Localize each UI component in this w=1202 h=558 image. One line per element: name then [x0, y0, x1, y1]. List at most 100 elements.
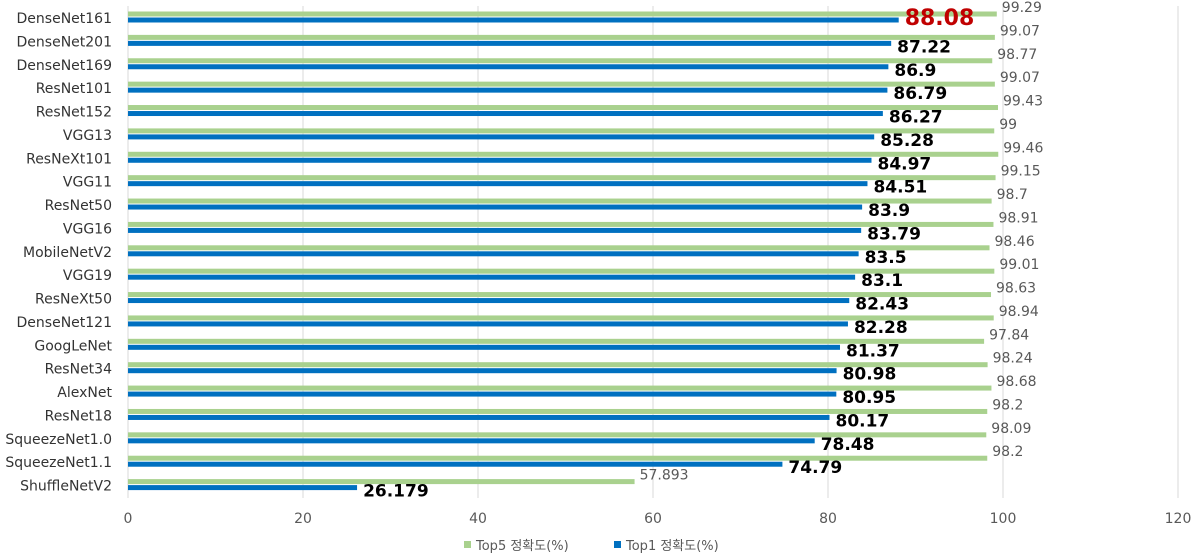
bar-top1 [128, 415, 829, 420]
data-label-top5: 99.01 [999, 257, 1039, 273]
data-labels: 99.29 88.08 99.07 87.22 98.77 86.9 99.07 86.79 9… [363, 0, 1043, 502]
category-label: DenseNet169 [17, 58, 112, 74]
bar-top5 [128, 456, 987, 461]
bar-top5 [128, 128, 994, 133]
data-label-top1: 85.28 [880, 131, 934, 151]
data-label-top1: 82.28 [854, 318, 908, 338]
bar-top1 [128, 392, 836, 397]
data-label-top1: 83.79 [867, 224, 921, 244]
data-label-top5: 98.2 [992, 444, 1023, 460]
data-label-top5: 99.29 [1002, 0, 1042, 16]
data-label-top1: 88.08 [905, 6, 975, 31]
bar-top1 [128, 41, 891, 46]
data-label-top1: 78.48 [821, 435, 875, 455]
category-label: ResNet152 [36, 105, 112, 121]
category-label: DenseNet201 [17, 34, 112, 50]
x-tick-label: 20 [294, 511, 312, 527]
data-label-top1: 87.22 [897, 37, 951, 57]
data-label-top1: 83.5 [865, 248, 907, 268]
data-label-top1: 83.1 [861, 271, 903, 291]
data-label-top1: 86.27 [889, 108, 943, 128]
bar-top1 [128, 64, 888, 69]
data-label-top5: 57.893 [640, 468, 689, 484]
data-label-top5: 98.24 [993, 351, 1033, 367]
data-label-top1: 26.179 [363, 482, 429, 502]
bar-top1 [128, 181, 867, 186]
category-label: DenseNet121 [17, 315, 112, 331]
category-label: ShuffleNetV2 [20, 479, 112, 495]
bar-top5 [128, 175, 996, 180]
data-label-top5: 99.46 [1003, 140, 1043, 156]
category-label: DenseNet161 [17, 11, 112, 27]
data-label-top5: 98.7 [997, 187, 1028, 203]
bar-top1 [128, 298, 849, 303]
category-label: ResNet101 [36, 81, 112, 97]
bar-top5 [128, 245, 990, 250]
bar-top1 [128, 205, 862, 210]
x-tick-label: 0 [124, 511, 133, 527]
data-label-top1: 86.79 [893, 84, 947, 104]
category-label: ResNet18 [45, 408, 112, 424]
data-label-top5: 99.43 [1003, 94, 1043, 110]
legend-swatch-top5 [464, 541, 471, 548]
bar-top1 [128, 321, 848, 326]
x-axis-ticks: 0 20 40 60 80 100 120 [124, 511, 1192, 527]
bar-top5 [128, 152, 998, 157]
bar-top5 [128, 12, 997, 17]
data-label-top1: 74.79 [788, 458, 842, 478]
data-label-top5: 98.77 [997, 47, 1037, 63]
x-tick-label: 80 [819, 511, 837, 527]
data-label-top5: 98.91 [998, 210, 1038, 226]
category-label: VGG11 [63, 175, 112, 191]
data-label-top5: 97.84 [989, 327, 1029, 343]
category-label: VGG16 [63, 221, 112, 237]
bar-top5 [128, 199, 992, 204]
category-labels: DenseNet161 DenseNet201 DenseNet169 ResNet1… [5, 11, 112, 495]
bar-top1 [128, 368, 837, 373]
data-label-top5: 98.2 [992, 397, 1023, 413]
data-label-top5: 98.09 [991, 421, 1031, 437]
category-label: SqueezeNet1.0 [5, 432, 112, 448]
bar-top1 [128, 111, 883, 116]
data-label-top1: 81.37 [846, 341, 900, 361]
data-label-top5: 98.63 [996, 281, 1036, 297]
bar-top1 [128, 18, 899, 23]
data-label-top1: 83.9 [868, 201, 910, 221]
category-label: AlexNet [57, 385, 112, 401]
bar-top5 [128, 222, 993, 227]
bar-top5 [128, 82, 995, 87]
data-label-top5: 98.46 [995, 234, 1035, 250]
data-label-top5: 99.07 [1000, 70, 1040, 86]
data-label-top5: 98.94 [999, 304, 1039, 320]
bar-top1 [128, 134, 874, 139]
data-label-top5: 99.15 [1001, 164, 1041, 180]
bar-top1 [128, 251, 859, 256]
category-label: VGG19 [63, 268, 112, 284]
bar-top1 [128, 158, 871, 163]
category-label: GoogLeNet [34, 338, 112, 354]
bar-top1 [128, 485, 357, 490]
data-label-top1: 80.95 [842, 388, 896, 408]
bar-top1 [128, 438, 815, 443]
data-label-top1: 80.17 [835, 411, 889, 431]
data-label-top1: 84.97 [877, 154, 931, 174]
category-label: MobileNetV2 [23, 245, 112, 261]
bar-top1 [128, 228, 861, 233]
x-tick-label: 120 [1165, 511, 1192, 527]
category-label: SqueezeNet1.1 [5, 455, 112, 471]
bar-top1 [128, 345, 840, 350]
legend-label-top5: Top5 정확도(%) [475, 539, 569, 554]
bar-top5 [128, 105, 998, 110]
category-label: VGG13 [63, 128, 112, 144]
bar-top5 [128, 35, 995, 40]
category-label: ResNeXt101 [26, 151, 112, 167]
legend: Top5 정확도(%) Top1 정확도(%) [464, 539, 719, 554]
x-tick-label: 60 [644, 511, 662, 527]
bar-top1 [128, 275, 855, 280]
data-label-top5: 98.68 [996, 374, 1036, 390]
x-tick-label: 100 [990, 511, 1017, 527]
legend-swatch-top1 [614, 541, 621, 548]
data-label-top1: 82.43 [855, 295, 909, 315]
